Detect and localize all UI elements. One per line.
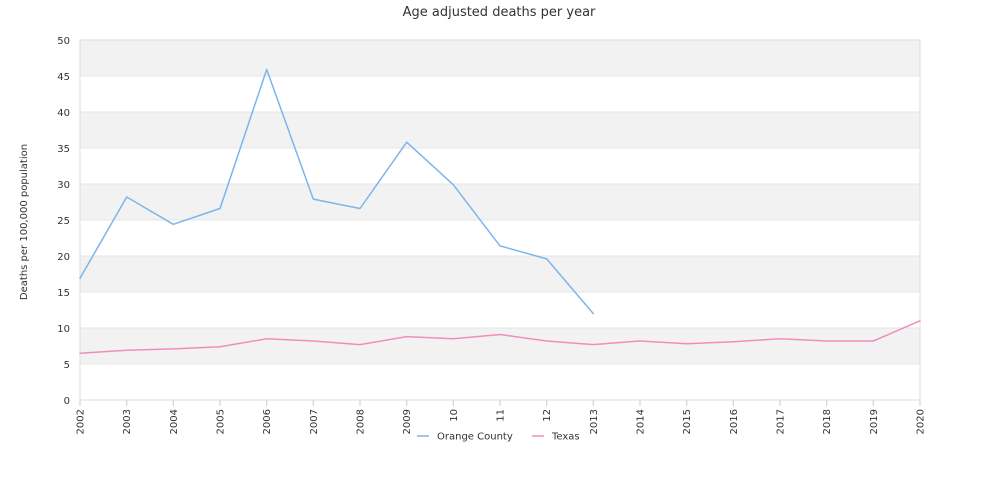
data-point — [731, 340, 735, 344]
data-point — [125, 348, 129, 352]
x-tick-label: 2013 — [589, 409, 600, 434]
data-point — [871, 339, 875, 343]
data-point — [218, 345, 222, 349]
y-tick-label: 30 — [57, 180, 70, 191]
grid-band — [80, 256, 920, 292]
data-point — [405, 335, 409, 339]
data-point — [591, 343, 595, 347]
x-tick-label: 2020 — [916, 409, 927, 434]
grid-band — [80, 76, 920, 112]
grid-band — [80, 148, 920, 184]
data-point — [311, 197, 315, 201]
x-tick-label: 2019 — [869, 409, 880, 434]
chart-title: Age adjusted deaths per year — [403, 5, 596, 20]
data-point — [171, 222, 175, 226]
x-tick-label: 2006 — [262, 409, 273, 434]
data-point — [498, 332, 502, 336]
grid-bands — [80, 40, 920, 400]
x-axis-ticks: 2002 2003 2004 2005 2006 2007 2008 2009 10 11 12 20… — [76, 400, 927, 434]
x-tick-label: 2016 — [729, 409, 740, 434]
y-tick-label: 50 — [57, 36, 70, 47]
data-point — [405, 140, 409, 144]
x-tick-label: 2018 — [822, 409, 833, 434]
grid-band — [80, 112, 920, 148]
y-axis-label: Deaths per 100,000 population — [19, 144, 30, 300]
legend: Orange County Texas — [417, 432, 580, 443]
data-point — [638, 339, 642, 343]
data-point — [498, 244, 502, 248]
x-tick-label: 2017 — [776, 409, 787, 434]
data-point — [778, 337, 782, 341]
grid-band — [80, 220, 920, 256]
data-point — [685, 342, 689, 346]
x-tick-label: 2007 — [309, 409, 320, 434]
x-tick-label: 2015 — [682, 409, 693, 434]
y-tick-label: 45 — [57, 72, 70, 83]
series-line — [79, 320, 921, 354]
data-point — [825, 339, 829, 343]
x-tick-label: 2008 — [356, 409, 367, 434]
grid-band — [80, 184, 920, 220]
y-tick-label: 20 — [57, 252, 70, 263]
y-axis-ticks: 0 5 10 15 20 25 30 35 40 45 50 — [57, 36, 70, 407]
y-tick-label: 10 — [57, 324, 70, 335]
data-point — [358, 343, 362, 347]
data-point — [545, 339, 549, 343]
grid-band — [80, 292, 920, 328]
data-point — [591, 312, 595, 316]
data-point — [265, 68, 269, 72]
data-point — [78, 351, 82, 355]
x-tick-label: 2004 — [169, 409, 180, 434]
x-tick-label: 2009 — [402, 409, 413, 434]
y-tick-label: 40 — [57, 108, 70, 119]
y-tick-label: 35 — [57, 144, 70, 155]
data-point — [171, 347, 175, 351]
legend-item[interactable]: Orange County — [417, 432, 513, 443]
data-point — [545, 257, 549, 261]
x-tick-label: 10 — [449, 409, 460, 422]
x-tick-label: 12 — [542, 409, 553, 422]
data-point — [218, 206, 222, 210]
x-tick-label: 2014 — [636, 409, 647, 434]
legend-label: Texas — [551, 432, 580, 443]
data-point — [311, 339, 315, 343]
grid-band — [80, 40, 920, 76]
series-line — [79, 68, 595, 315]
data-point — [125, 195, 129, 199]
y-tick-label: 15 — [57, 288, 70, 299]
y-tick-label: 25 — [57, 216, 70, 227]
x-tick-label: 2005 — [216, 409, 227, 434]
data-point — [78, 276, 82, 280]
legend-item[interactable]: Texas — [532, 432, 580, 443]
y-tick-label: 0 — [64, 396, 70, 407]
series-lines — [78, 68, 922, 355]
data-point — [451, 183, 455, 187]
y-tick-label: 5 — [64, 360, 70, 371]
data-point — [358, 206, 362, 210]
x-tick-label: 2002 — [76, 409, 87, 434]
grid-band — [80, 364, 920, 400]
x-tick-label: 11 — [496, 409, 507, 422]
legend-label: Orange County — [437, 432, 513, 443]
data-point — [265, 337, 269, 341]
data-point — [918, 319, 922, 323]
x-tick-label: 2003 — [122, 409, 133, 434]
data-point — [451, 337, 455, 341]
